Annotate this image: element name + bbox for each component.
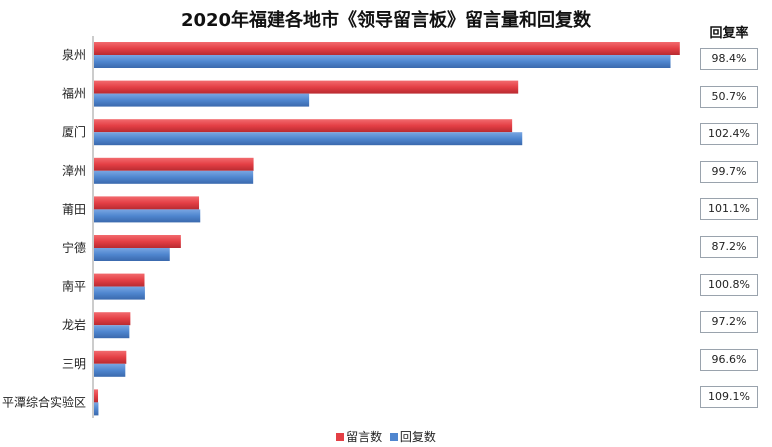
bar-series-2-7 — [94, 325, 130, 339]
category-label-4: 莆田 — [62, 202, 86, 216]
bar-series-1-7 — [94, 312, 131, 326]
reply-rate-1: 50.7% — [700, 85, 758, 108]
reply-rate-6: 100.8% — [700, 273, 758, 296]
bar-series-1-6 — [94, 273, 145, 287]
category-label-3: 漳州 — [62, 163, 86, 178]
bar-series-2-9 — [94, 402, 99, 416]
legend-swatch-series-1 — [336, 433, 345, 441]
category-label-9: 平潭综合实验区 — [2, 394, 86, 409]
reply-rate-9: 109.1% — [700, 386, 758, 409]
bar-series-1-9 — [94, 389, 99, 403]
bar-series-2-3 — [94, 170, 254, 184]
legend-item-series-1: 留言数 — [336, 428, 382, 445]
bar-series-1-2 — [94, 119, 513, 133]
reply-rate-5: 87.2% — [700, 236, 758, 258]
legend-label-series-1: 留言数 — [346, 430, 383, 444]
legend-swatch-series-2 — [389, 433, 398, 441]
rate-header: 回复率 — [709, 26, 749, 41]
bar-series-2-5 — [94, 248, 170, 261]
reply-rate-2: 102.4% — [700, 123, 758, 146]
bar-series-1-3 — [94, 157, 254, 171]
bar-series-2-0 — [94, 55, 671, 68]
category-label-1: 福州 — [62, 86, 86, 101]
bar-series-2-2 — [94, 132, 523, 146]
reply-rate-7: 97.2% — [700, 311, 758, 334]
legend-item-series-2: 回复数 — [389, 428, 436, 445]
bar-series-2-8 — [94, 363, 126, 377]
chart-title: 2020年福建各地市《领导留言板》留言量和回复数 — [180, 10, 592, 31]
bar-series-1-0 — [94, 42, 680, 55]
bar-series-2-4 — [94, 209, 201, 223]
category-label-0: 泉州 — [62, 48, 86, 62]
category-label-2: 厦门 — [62, 124, 86, 139]
reply-rate-3: 99.7% — [700, 160, 758, 183]
category-label-5: 宁德 — [62, 240, 86, 255]
legend: 留言数 回复数 — [0, 428, 772, 445]
category-label-8: 三明 — [62, 357, 86, 371]
reply-rate-0: 98.4% — [700, 48, 758, 70]
bar-series-1-8 — [94, 350, 127, 364]
reply-rate-4: 101.1% — [700, 198, 758, 221]
category-label-6: 南平 — [62, 279, 86, 294]
bar-series-1-5 — [94, 235, 181, 248]
bar-series-1-4 — [94, 196, 200, 210]
bar-series-2-1 — [94, 93, 310, 107]
category-label-7: 龙岩 — [62, 317, 86, 332]
legend-label-series-2: 回复数 — [399, 430, 436, 444]
bar-series-1-1 — [94, 80, 519, 94]
reply-rate-8: 96.6% — [700, 348, 758, 371]
bar-series-2-6 — [94, 286, 145, 300]
